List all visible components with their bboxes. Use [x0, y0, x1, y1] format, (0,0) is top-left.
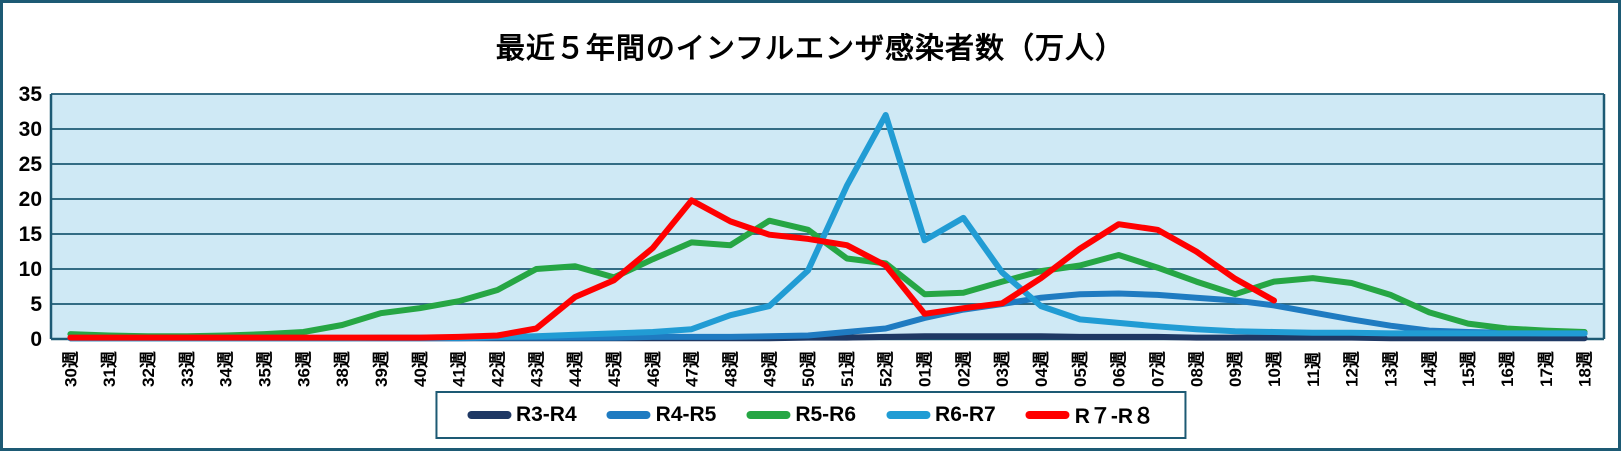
x-axis-label: 52週 [877, 351, 896, 387]
x-axis-label: 42週 [488, 351, 507, 387]
x-axis-label: 08週 [1187, 351, 1206, 387]
x-axis-label: 40週 [411, 351, 430, 387]
legend-label-r7-r8: R７-R８ [1074, 405, 1155, 428]
x-axis-label: 16週 [1498, 351, 1517, 387]
legend-item-r6-r7: R6-R7 [886, 403, 996, 427]
y-axis-label: 25 [19, 153, 43, 176]
x-axis-label: 12週 [1343, 351, 1362, 387]
y-axis-label: 10 [19, 258, 42, 281]
y-axis-label: 0 [30, 328, 42, 351]
legend-label-r4-r5: R4-R5 [655, 403, 717, 426]
x-axis-label: 17週 [1537, 351, 1556, 387]
x-axis-label: 34週 [217, 351, 236, 387]
plot-area [51, 94, 1604, 339]
legend-swatch-r5-r6 [746, 411, 791, 419]
y-axis-label: 5 [30, 293, 42, 316]
x-axis-label: 13週 [1381, 351, 1400, 387]
x-axis-label: 18週 [1576, 351, 1595, 387]
y-axis-label: 35 [19, 83, 43, 106]
legend-swatch-r3-r4 [466, 411, 511, 419]
x-axis-label: 02週 [954, 351, 973, 387]
x-axis-label: 51週 [838, 351, 857, 387]
y-axis-label: 15 [19, 223, 43, 246]
legend-item-r5-r6: R5-R6 [746, 403, 856, 427]
x-axis-label: 50週 [799, 351, 818, 387]
x-axis-label: 47週 [683, 351, 702, 387]
legend-item-r7-r8: R７-R８ [1025, 400, 1155, 430]
chart-legend: R3-R4 R4-R5 R5-R6 R6-R7 R７-R８ [434, 391, 1187, 439]
x-axis-label: 49週 [760, 351, 779, 387]
x-axis-label: 35週 [256, 351, 275, 387]
x-axis-label: 44週 [566, 351, 585, 387]
x-axis-label: 43週 [527, 351, 546, 387]
legend-label-r5-r6: R5-R6 [795, 403, 857, 426]
x-axis-label: 14週 [1420, 351, 1439, 387]
y-axis-label: 20 [19, 188, 42, 211]
x-axis-label: 41週 [450, 351, 469, 387]
x-axis-label: 07週 [1149, 351, 1168, 387]
x-axis-label: 31週 [100, 351, 119, 387]
x-axis-label: 33週 [178, 351, 197, 387]
x-axis-label: 39週 [372, 351, 391, 387]
x-axis-label: 05週 [1071, 351, 1090, 387]
x-axis-label: 36週 [294, 351, 313, 387]
legend-swatch-r4-r5 [606, 411, 651, 419]
chart-title: 最近５年間のインフルエンザ感染者数（万人） [495, 33, 1126, 65]
y-axis-label: 30 [19, 118, 42, 141]
legend-label-r6-r7: R6-R7 [935, 403, 996, 426]
x-axis-label: 03週 [993, 351, 1012, 387]
x-axis-label: 15週 [1459, 351, 1478, 387]
x-axis-label: 11週 [1304, 352, 1323, 387]
legend-label-r3-r4: R3-R4 [515, 403, 577, 426]
x-axis-label: 09週 [1226, 351, 1245, 387]
series-line-r7-r8 [67, 197, 1277, 341]
x-axis-label: 38週 [333, 351, 352, 387]
legend-swatch-r7-r8 [1025, 411, 1070, 419]
x-axis-label: 04週 [1032, 351, 1051, 387]
x-axis-label: 48週 [721, 351, 740, 387]
x-axis-label: 10週 [1265, 351, 1284, 387]
x-axis-label: 32週 [139, 351, 158, 387]
x-axis-label: 01週 [916, 351, 935, 387]
legend-swatch-r6-r7 [886, 411, 931, 419]
x-axis-label: 45週 [605, 351, 624, 387]
legend-item-r4-r5: R4-R5 [606, 403, 717, 427]
x-axis-label: 30週 [61, 351, 80, 387]
line-chart-canvas: 0 5 10 15 20 25 30 35 30週 31週 32週 33週 34週 35週 36週 38週 39… [19, 83, 1606, 387]
legend-item-r3-r4: R3-R4 [466, 403, 577, 427]
x-axis-label: 06週 [1110, 351, 1129, 387]
x-axis-label: 46週 [644, 351, 663, 387]
